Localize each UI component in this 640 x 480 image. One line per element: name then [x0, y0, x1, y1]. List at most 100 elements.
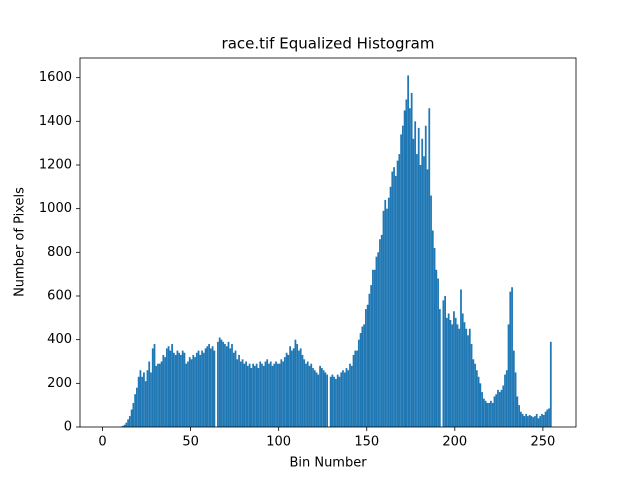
bar	[254, 365, 256, 427]
bar	[208, 344, 210, 427]
bar	[347, 370, 350, 427]
bar	[483, 398, 485, 427]
bar	[211, 346, 214, 427]
bar	[548, 408, 550, 427]
bar	[280, 359, 283, 427]
bar	[486, 402, 489, 427]
bar	[357, 339, 360, 427]
bar	[312, 368, 314, 427]
bar	[527, 416, 529, 427]
bar	[169, 350, 172, 427]
bar	[276, 363, 279, 427]
bar	[398, 154, 401, 428]
bar	[134, 394, 137, 427]
bar	[437, 278, 439, 427]
bar	[317, 374, 320, 427]
bar	[373, 269, 376, 427]
bar	[438, 309, 441, 427]
bar	[461, 313, 464, 427]
bar	[359, 333, 362, 427]
bar	[174, 354, 177, 427]
bar	[419, 164, 422, 427]
bar	[326, 374, 328, 427]
bar	[264, 361, 267, 427]
bar	[262, 365, 265, 427]
bar	[306, 361, 309, 427]
bar	[345, 368, 348, 427]
bar	[361, 326, 364, 427]
bar	[192, 354, 195, 427]
y-tick-label: 1000	[39, 201, 72, 216]
bar	[396, 160, 399, 427]
bar	[405, 99, 408, 428]
bar	[255, 363, 258, 427]
bar	[426, 169, 429, 427]
bar	[121, 425, 124, 427]
bar	[252, 363, 255, 427]
bar	[229, 348, 232, 427]
bar	[431, 230, 434, 427]
bar	[470, 344, 473, 427]
bar	[128, 416, 131, 427]
bar	[479, 383, 482, 427]
bar	[289, 346, 292, 427]
bar	[285, 352, 288, 427]
bar	[433, 247, 436, 427]
bar	[231, 344, 233, 427]
bar	[354, 350, 357, 427]
x-tick-label: 50	[182, 435, 199, 450]
y-tick-label: 800	[47, 245, 72, 260]
bar	[356, 350, 358, 427]
bar	[377, 252, 380, 427]
bar	[444, 295, 447, 427]
bar	[384, 199, 387, 427]
y-tick-label: 200	[47, 376, 72, 391]
bar	[414, 121, 417, 428]
bar	[428, 108, 431, 427]
bar	[456, 324, 459, 427]
bar	[338, 376, 341, 427]
bar	[125, 422, 128, 427]
bar	[447, 313, 450, 427]
bar	[151, 348, 154, 427]
bar	[322, 370, 325, 427]
bar	[403, 110, 406, 427]
bar	[310, 363, 313, 427]
bar	[234, 350, 237, 427]
bar	[319, 365, 321, 427]
bar	[224, 344, 226, 427]
bar	[502, 385, 505, 427]
y-tick-label: 600	[47, 288, 72, 303]
bar	[282, 361, 284, 427]
bar	[549, 341, 552, 427]
bar	[167, 346, 170, 427]
bar	[442, 300, 445, 427]
x-tick-label: 250	[530, 435, 555, 450]
bar	[514, 372, 517, 427]
bar	[336, 374, 339, 427]
bar	[507, 324, 510, 427]
bar	[132, 402, 135, 427]
bar	[493, 396, 496, 427]
bar	[391, 171, 394, 427]
bar	[475, 370, 478, 427]
bar	[225, 346, 228, 427]
bar	[449, 320, 452, 427]
bar	[190, 359, 193, 427]
bar	[544, 411, 547, 427]
bar	[239, 361, 242, 427]
bar	[201, 350, 203, 427]
bar	[412, 138, 415, 427]
bar	[305, 363, 307, 427]
bar	[488, 402, 491, 427]
bar	[148, 361, 151, 427]
bar	[150, 372, 152, 427]
bar	[315, 372, 318, 427]
bar	[243, 363, 246, 427]
bar	[511, 287, 513, 427]
bar	[331, 374, 334, 427]
bar	[523, 416, 526, 427]
bar	[537, 418, 540, 427]
bar	[521, 413, 524, 427]
bar	[505, 370, 508, 427]
